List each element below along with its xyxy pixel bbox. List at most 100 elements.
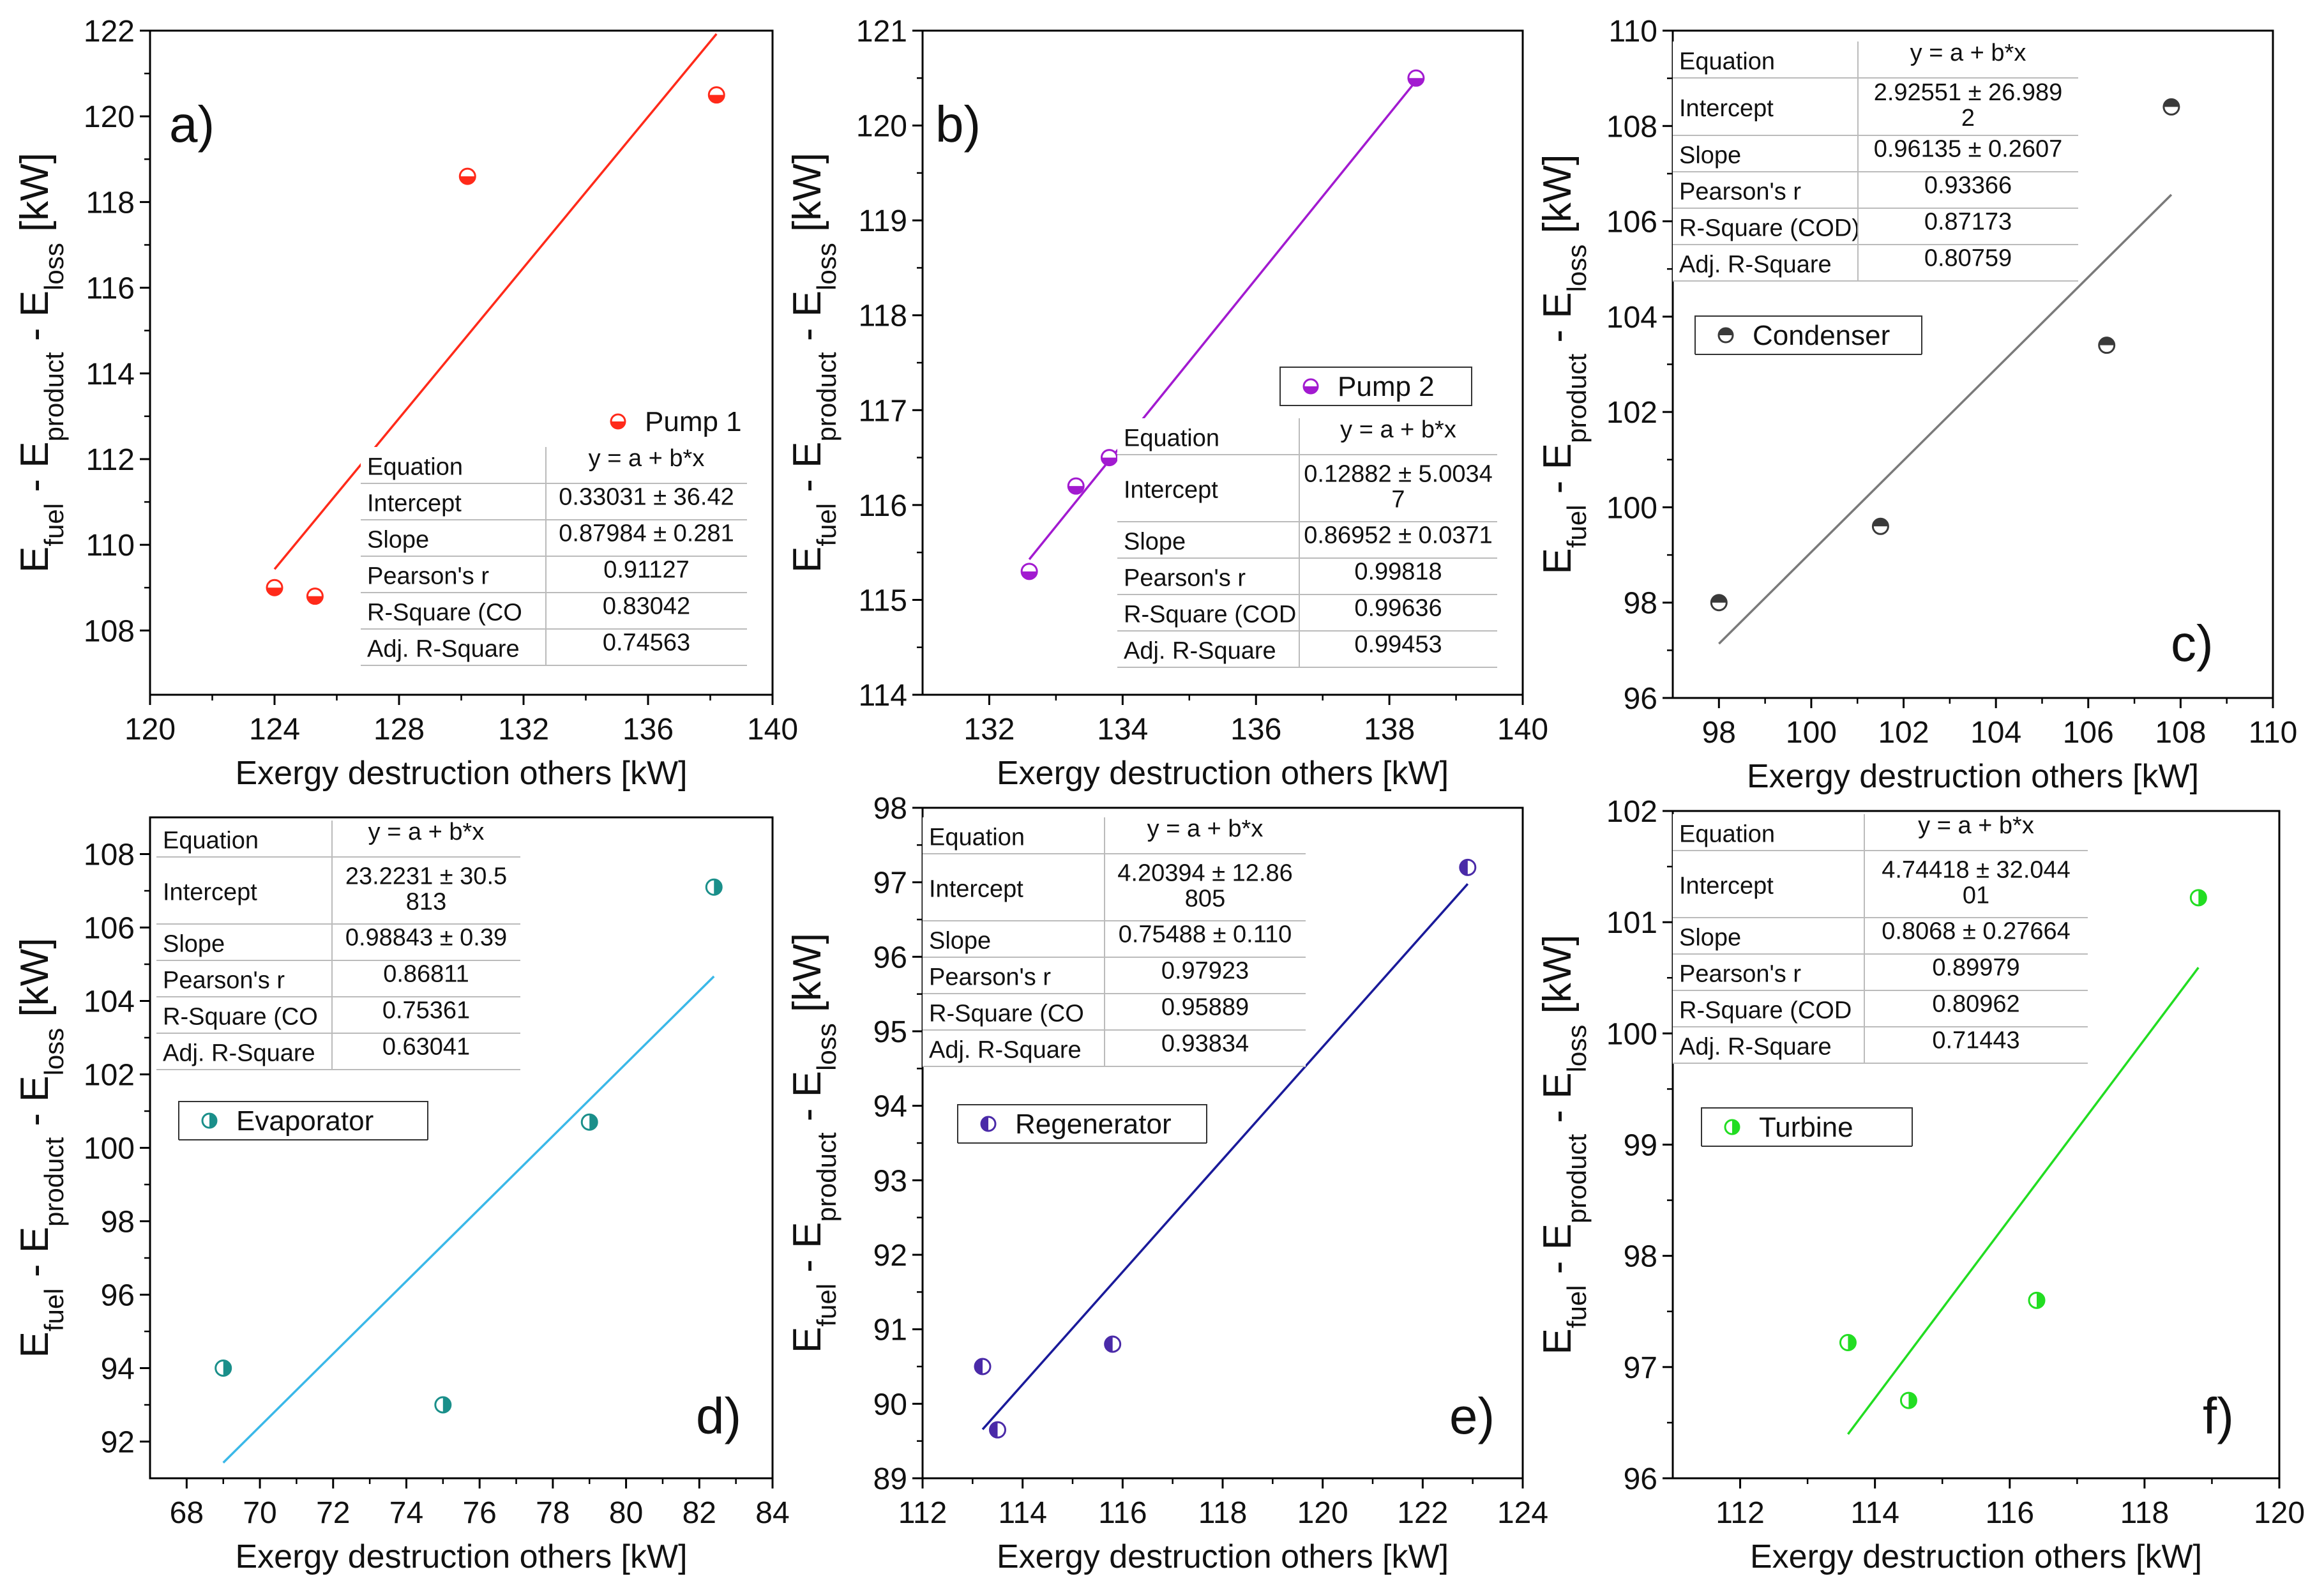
stats-value-line: 4.74418 ± 32.044	[1882, 857, 2071, 884]
stats-value-line: 813	[406, 889, 446, 916]
stats-table-row: Intercept 23.2231 ± 30.5 813	[156, 856, 520, 916]
y-tick-label: 116	[858, 489, 907, 523]
data-point-fill	[460, 176, 476, 185]
stats-key: Pearson's r	[163, 967, 285, 994]
legend: Pump 1	[610, 406, 742, 437]
stats-table-row: Pearson's r 0.99818	[1117, 557, 1497, 592]
data-point	[974, 1358, 992, 1375]
stats-key: Adj. R-Square	[1124, 638, 1276, 665]
stats-value: 2.92551 ± 26.989 2	[1874, 79, 2063, 132]
stats-key: Intercept	[367, 490, 462, 517]
stats-value-line: 805	[1185, 886, 1225, 913]
y-tick-label: 99	[1624, 1129, 1657, 1163]
y-axis-label-part: fuel	[811, 503, 841, 547]
legend-label: Pump 1	[645, 406, 742, 437]
stats-table-row: R-Square (CO 0.83042	[361, 592, 747, 626]
y-axis-label-part: loss	[1562, 1025, 1592, 1073]
stats-table: Equation y = a + b*x Intercept 2.92551 ± 26…	[1673, 40, 2078, 282]
legend-marker-fill	[611, 421, 625, 428]
y-axis-label-part: loss	[1562, 245, 1592, 292]
stats-value-line: 0.12882 ± 5.0034	[1304, 461, 1493, 488]
x-tick-label: 106	[2063, 716, 2114, 750]
y-tick-label: 101	[1606, 906, 1657, 940]
legend-marker-fill	[981, 1117, 988, 1131]
data-point-fill	[1105, 1337, 1113, 1352]
data-point	[1104, 1335, 1122, 1353]
legend: Regenerator	[957, 1104, 1207, 1144]
x-tick-label: 132	[963, 713, 1015, 746]
x-tick-label: 104	[1970, 716, 2021, 750]
data-point	[1710, 594, 1728, 612]
x-tick-label: 128	[374, 713, 425, 746]
stats-table-row: Adj. R-Square 0.74563	[361, 628, 747, 663]
legend-marker-fill	[209, 1114, 216, 1128]
stats-key: Pearson's r	[1124, 565, 1246, 592]
stats-value: 0.33031 ± 36.42	[559, 484, 734, 511]
stats-key: Pearson's r	[367, 563, 489, 590]
panel-label: d)	[696, 1388, 741, 1444]
stats-value: 0.75488 ± 0.110	[1119, 921, 1292, 948]
x-tick-label: 120	[1297, 1496, 1348, 1530]
y-axis-label-part: fuel	[1562, 504, 1592, 548]
y-tick-label: 98	[1624, 1240, 1657, 1274]
y-tick-label: 97	[873, 867, 907, 900]
stats-value-line: 01	[1963, 882, 1989, 909]
y-axis-label-part: fuel	[1562, 1285, 1592, 1328]
y-axis-label-part: - E	[1535, 292, 1580, 353]
stats-value: 0.89979	[1932, 955, 2019, 981]
data-point	[707, 86, 725, 104]
y-axis-label-part: loss	[811, 1023, 841, 1071]
stats-table: Equation y = a + b*x Intercept 4.20394 ± 12…	[923, 815, 1306, 1067]
x-tick-label: 112	[898, 1496, 947, 1530]
data-point	[215, 1360, 232, 1377]
legend-label: Pump 2	[1338, 371, 1435, 402]
stats-key: Slope	[1679, 925, 1741, 951]
y-tick-label: 91	[873, 1314, 907, 1347]
stats-table-row: Slope 0.8068 ± 0.27664	[1673, 917, 2088, 951]
data-point-fill	[2198, 890, 2207, 905]
y-axis-label-part: [kW]	[13, 153, 57, 243]
data-point-fill	[1022, 571, 1038, 579]
y-tick-label: 115	[858, 584, 907, 617]
stats-key: R-Square (CO	[367, 600, 522, 626]
x-tick-label: 110	[2249, 716, 2298, 750]
x-axis-label: Exergy destruction others [kW]	[235, 755, 687, 792]
stats-value: 0.91127	[603, 557, 690, 584]
stats-table-row: R-Square (CO 0.75361	[156, 996, 520, 1031]
stats-value: y = a + b*x	[1910, 40, 2026, 66]
x-tick-label: 138	[1364, 713, 1415, 746]
y-axis-label: Efuel - Eproduct - Eloss [kW]	[1535, 935, 1592, 1355]
chart-panel-e: 112 114 116 118 120 122 124 89 90 91 92 93 94 95 96 97 9…	[785, 792, 1548, 1575]
stats-table-row: Intercept 4.74418 ± 32.044 01	[1673, 850, 2088, 909]
stats-key: Adj. R-Square	[367, 636, 520, 663]
x-tick-label: 108	[2155, 716, 2206, 750]
stats-value: 0.86811	[383, 961, 469, 988]
y-axis-label-part: - E	[785, 1222, 829, 1283]
stats-key: R-Square (CO	[929, 1001, 1084, 1027]
y-tick-label: 117	[858, 394, 907, 428]
y-tick-label: 106	[1606, 206, 1657, 239]
stats-value-line: 2.92551 ± 26.989	[1874, 79, 2063, 106]
legend-label: Regenerator	[1015, 1109, 1172, 1140]
stats-value: y = a + b*x	[1918, 812, 2034, 839]
y-axis-label-part: - E	[1535, 443, 1580, 504]
legend-label: Condenser	[1753, 320, 1890, 351]
chart-panel-d: 68 70 72 74 76 78 80 82 84 92 94 96 98 100 102 104 106 10…	[13, 816, 790, 1575]
y-axis-label: Efuel - Eproduct - Eloss [kW]	[785, 933, 841, 1353]
data-point	[1899, 1391, 1917, 1409]
stats-table-row: Intercept 2.92551 ± 26.989 2	[1673, 77, 2078, 132]
y-tick-label: 121	[856, 15, 907, 49]
legend: Pump 2	[1279, 367, 1472, 406]
data-point	[2098, 337, 2116, 354]
data-point-fill	[1873, 519, 1889, 527]
y-tick-label: 104	[84, 985, 135, 1019]
data-point	[1839, 1334, 1857, 1352]
x-tick-label: 100	[1786, 716, 1837, 750]
y-tick-label: 94	[873, 1090, 907, 1124]
stats-table-row: Slope 0.98843 ± 0.39	[156, 923, 520, 958]
stats-value: 0.95889	[1161, 994, 1249, 1021]
stats-table-row: Adj. R-Square 0.93834	[923, 1029, 1306, 1064]
y-axis-label: Efuel - Eproduct - Eloss [kW]	[1535, 155, 1592, 575]
y-tick-label: 112	[86, 443, 135, 477]
stats-table-row: Pearson's r 0.86811	[156, 960, 520, 994]
